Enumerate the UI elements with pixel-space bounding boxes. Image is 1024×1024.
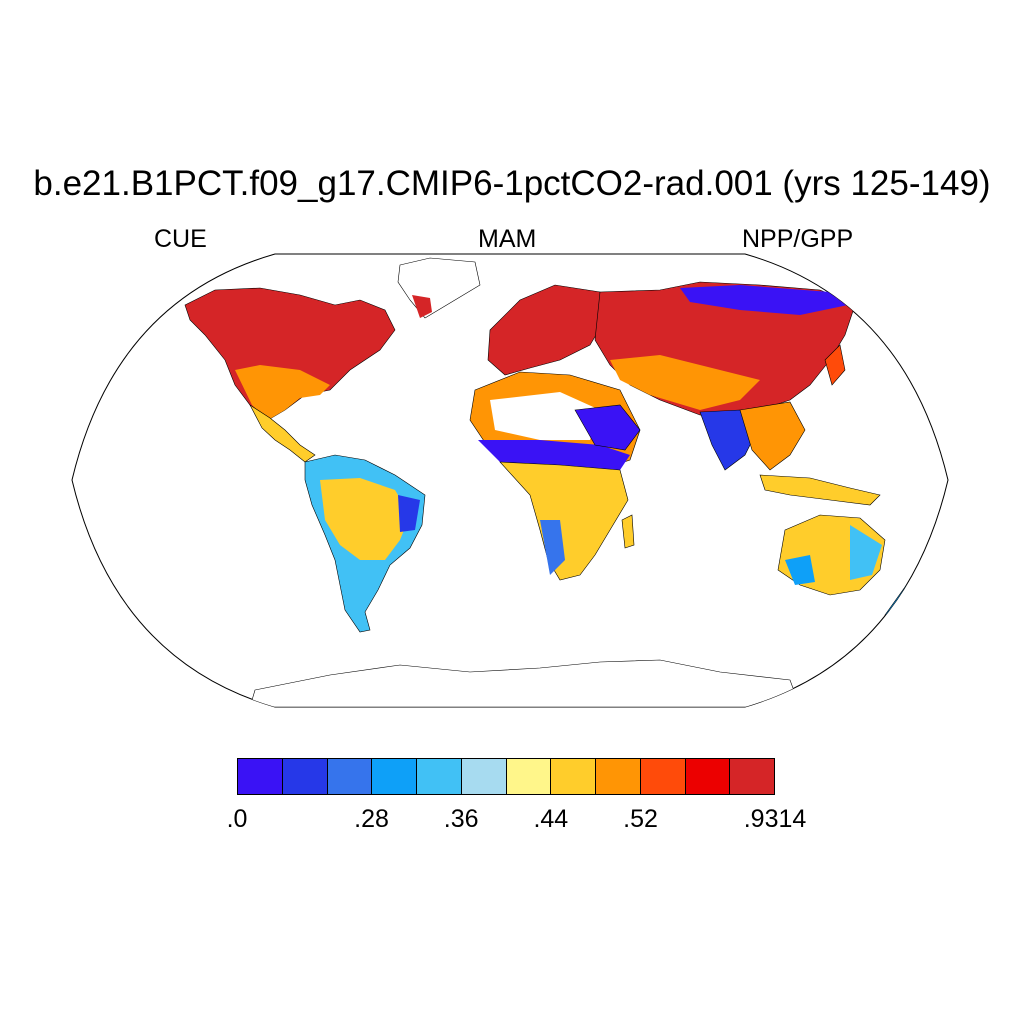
region-africa-south	[499, 461, 629, 581]
colorbar-tick-label: .36	[443, 805, 479, 833]
region-mexico	[249, 404, 316, 463]
region-madagascar	[621, 514, 635, 549]
region-sahara	[490, 392, 600, 440]
subtitle-center: MAM	[478, 225, 537, 253]
colorbar-tick-label: .52	[623, 805, 658, 833]
colorbar-tick-label: .28	[354, 805, 389, 833]
colorbar-box-4	[417, 759, 462, 794]
region-central-asia	[610, 355, 760, 410]
colorbar-box-9	[640, 759, 686, 794]
subtitle-left: CUE	[154, 225, 207, 253]
region-greenland-south	[412, 295, 432, 318]
colorbar-box-1	[282, 759, 328, 794]
colorbar-box-8	[596, 759, 641, 794]
region-north-america	[184, 287, 396, 421]
colorbar-box-7	[551, 759, 596, 794]
region-australia-east	[850, 525, 882, 580]
colorbar	[237, 758, 775, 795]
region-africa-southwest	[540, 520, 565, 575]
colorbar-box-11	[730, 759, 774, 794]
colorbar-box-0	[238, 759, 283, 794]
region-japan	[824, 344, 846, 386]
region-indonesia	[759, 474, 881, 506]
region-south-america-east	[398, 495, 420, 532]
region-arabia	[574, 404, 641, 451]
region-south-america-center	[320, 478, 410, 560]
colorbar-box-5	[461, 759, 507, 794]
colorbar-box-10	[685, 759, 731, 794]
land-regions	[184, 257, 923, 707]
region-europe	[487, 284, 606, 376]
region-southeast-asia	[739, 401, 806, 471]
region-antarctica	[249, 659, 801, 707]
colorbar-box-6	[506, 759, 552, 794]
colorbar-tick-label: .9314	[743, 805, 807, 833]
colorbar-tick-label: .0	[226, 805, 248, 833]
region-north-america-south	[235, 365, 330, 420]
colorbar-box-2	[327, 759, 373, 794]
colorbar-tick-label: .44	[533, 805, 569, 833]
region-siberia	[680, 285, 848, 315]
subtitle-right: NPP/GPP	[742, 225, 854, 253]
region-australia-west	[785, 555, 815, 585]
colorbar-box-3	[372, 759, 417, 794]
plot-title: b.e21.B1PCT.f09_g17.CMIP6-1pctCO2-rad.00…	[33, 164, 991, 203]
